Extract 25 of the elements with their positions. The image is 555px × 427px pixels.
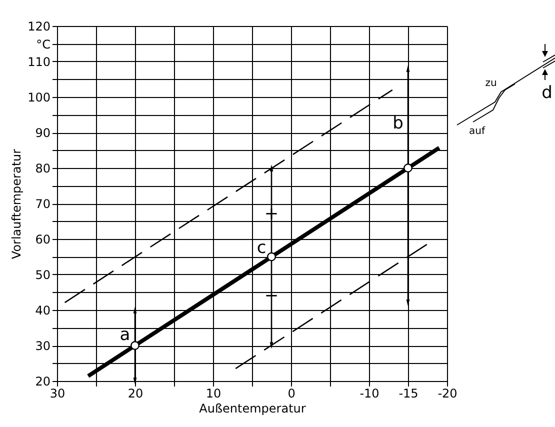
valve-diagram: zu auf d <box>455 40 555 150</box>
x-tick-label: -20 <box>438 386 458 400</box>
y-tick-label: °C <box>36 37 50 52</box>
x-tick-label: -10 <box>360 386 380 400</box>
y-tick-label: 20 <box>35 374 50 388</box>
x-tick-label: 30 <box>50 386 66 400</box>
annotation: a <box>120 324 130 345</box>
y-axis-title: Vorlauftemperatur <box>10 148 24 260</box>
x-tick-label: 20 <box>128 386 144 400</box>
y-tick-label: 50 <box>35 268 50 282</box>
annotation: b <box>392 114 404 134</box>
x-axis-title: Außentemperatur <box>199 402 306 416</box>
y-tick-label: 60 <box>35 232 50 246</box>
annotation: c <box>256 238 266 258</box>
y-tick-label: 120 <box>28 20 50 34</box>
y-tick-label: 80 <box>35 162 50 176</box>
y-tick-label: 110 <box>28 55 50 69</box>
x-tick-label: 0 <box>288 386 296 400</box>
x-tick-label: -15 <box>398 386 418 400</box>
y-tick-label: 30 <box>35 339 50 353</box>
x-tick-label: 10 <box>206 386 222 400</box>
y-tick-label: 100 <box>28 90 50 104</box>
y-tick-label: 70 <box>35 197 50 211</box>
y-tick-label: 90 <box>35 126 50 140</box>
y-tick-label: 40 <box>35 304 50 318</box>
